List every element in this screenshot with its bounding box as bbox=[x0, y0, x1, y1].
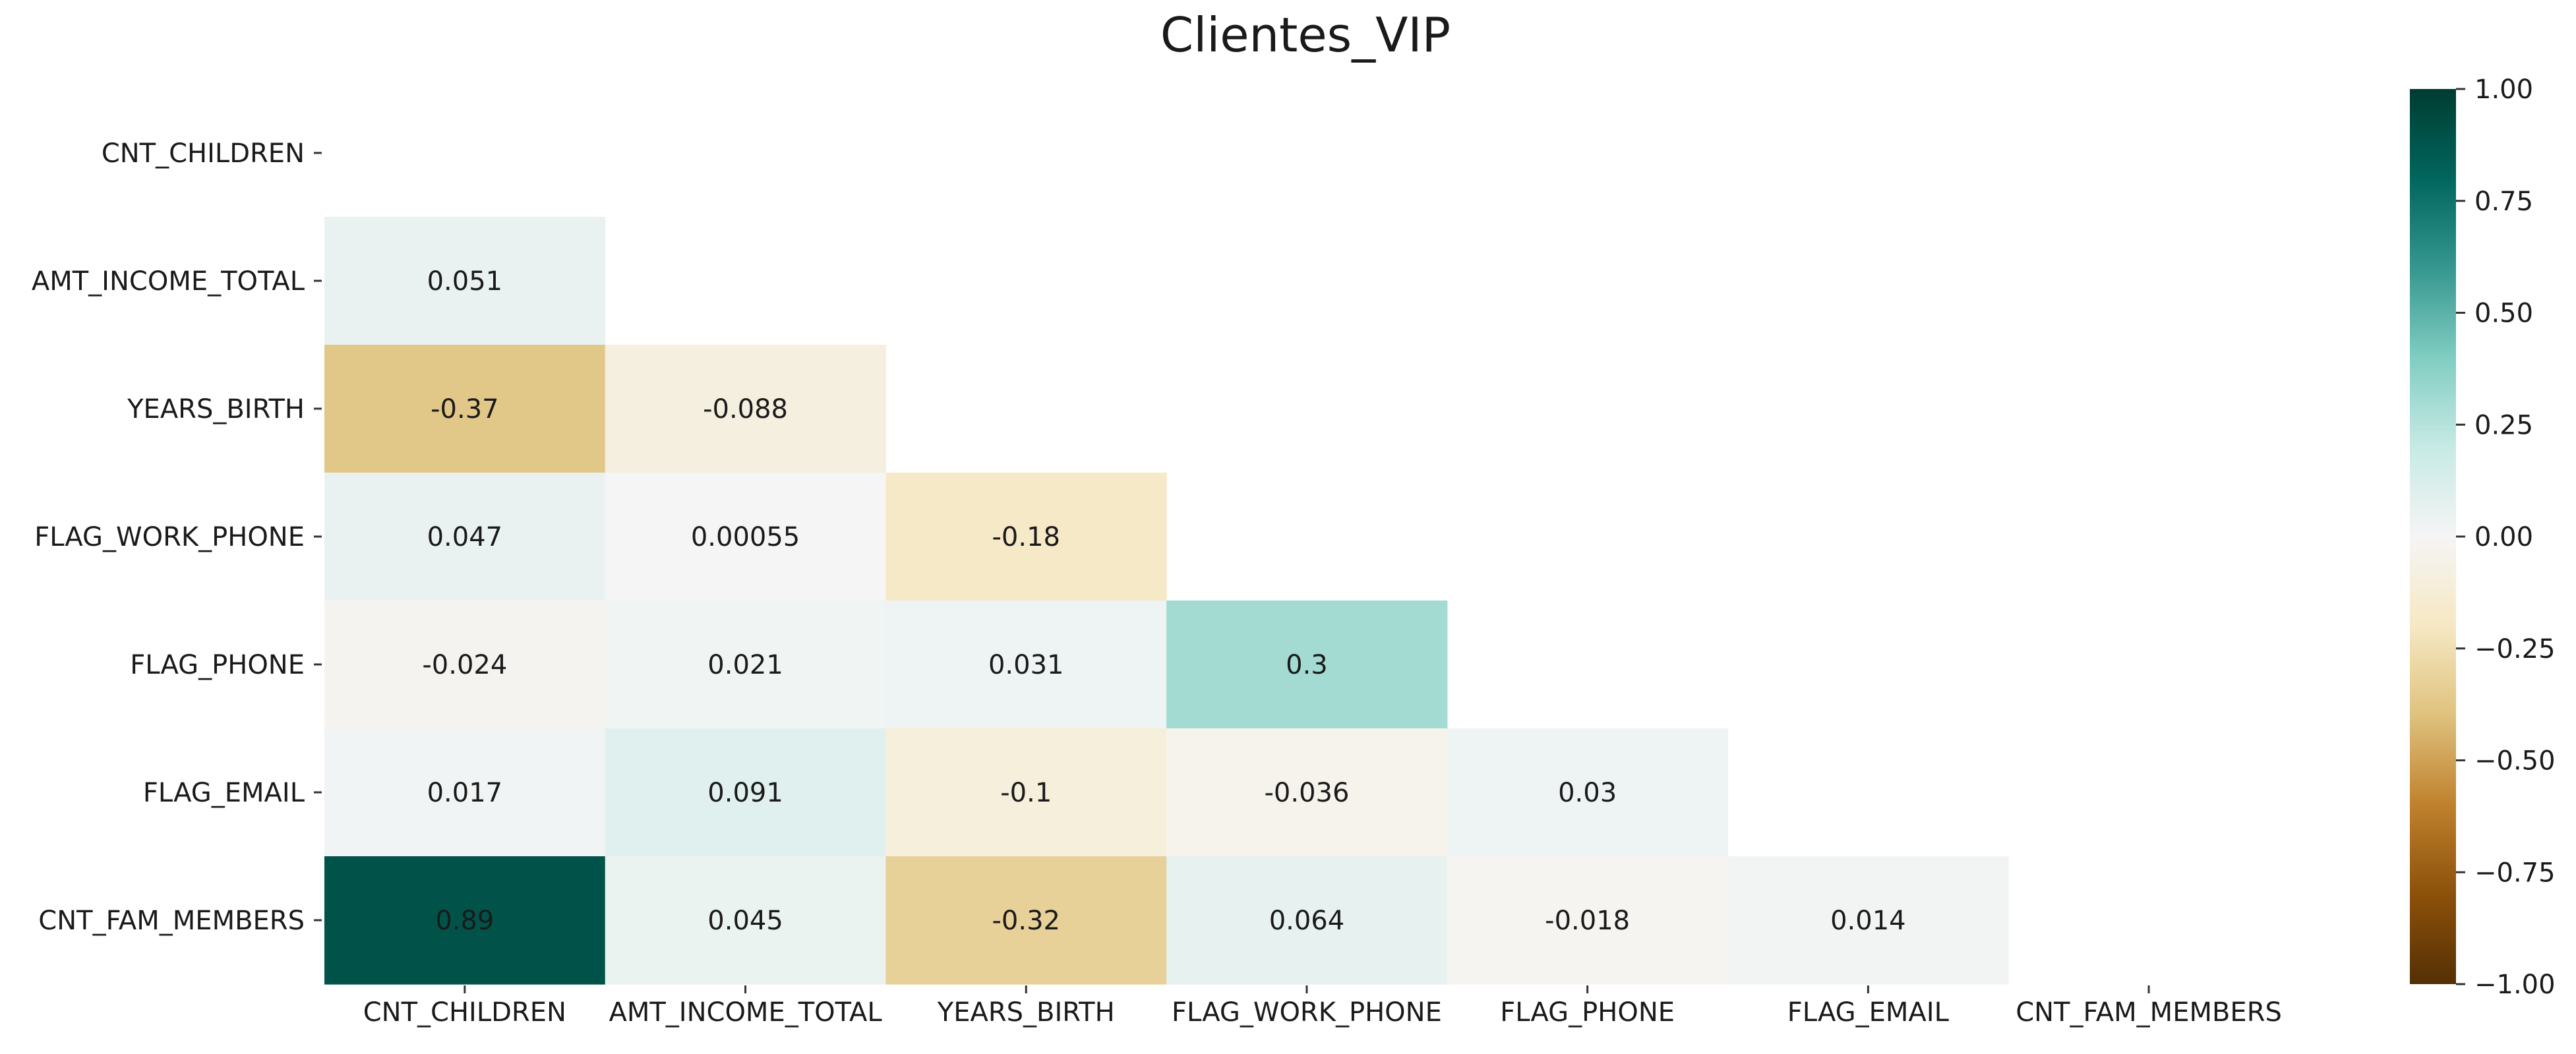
heatmap-cell bbox=[1727, 856, 2009, 985]
y-tick-label: YEARS_BIRTH bbox=[127, 394, 305, 425]
cell-value-label: 0.3 bbox=[1286, 650, 1328, 680]
colorbar-tick-label: −0.50 bbox=[2474, 746, 2556, 776]
cell-value-label: 0.047 bbox=[427, 522, 503, 552]
heatmap-cell bbox=[1166, 856, 1448, 985]
cell-value-label: 0.051 bbox=[427, 266, 503, 297]
cell-value-label: 0.091 bbox=[707, 778, 783, 808]
x-tick-label: YEARS_BIRTH bbox=[937, 997, 1115, 1028]
y-tick-label: AMT_INCOME_TOTAL bbox=[32, 266, 305, 297]
x-axis: CNT_CHILDREN AMT_INCOME_TOTAL YEARS_BIRTH F… bbox=[363, 985, 2282, 1028]
colorbar-tick-label: −0.25 bbox=[2474, 634, 2556, 664]
heatmap-cell bbox=[324, 856, 606, 985]
colorbar-tick-label: −1.00 bbox=[2474, 970, 2556, 1000]
colorbar-tick-label: 0.25 bbox=[2474, 410, 2533, 440]
heatmap-cell bbox=[1447, 728, 1729, 857]
cell-value-label: 0.021 bbox=[707, 650, 783, 680]
heatmap-cell bbox=[885, 473, 1167, 601]
cell-value-label: -0.37 bbox=[431, 394, 499, 425]
cell-value-label: 0.064 bbox=[1269, 906, 1345, 936]
cell-value-label: 0.017 bbox=[427, 778, 503, 808]
x-tick-label: FLAG_EMAIL bbox=[1787, 997, 1950, 1028]
x-tick-label: AMT_INCOME_TOTAL bbox=[609, 997, 882, 1028]
cell-value-label: -0.1 bbox=[1000, 778, 1052, 808]
heatmap-cell bbox=[605, 856, 886, 985]
colorbar-tick-label: −0.75 bbox=[2474, 858, 2556, 888]
heatmap-cell bbox=[324, 728, 606, 857]
heatmap-cell bbox=[324, 473, 606, 601]
colorbar: 1.00 0.75 0.50 0.25 0.00 −0.25 −0.50 −0.75 −1.00 bbox=[2410, 74, 2556, 1000]
x-tick-label: FLAG_PHONE bbox=[1500, 997, 1675, 1028]
colorbar-tick-label: 0.50 bbox=[2474, 299, 2533, 329]
x-tick-label: FLAG_WORK_PHONE bbox=[1172, 997, 1442, 1028]
heatmap-cell bbox=[605, 728, 886, 857]
y-tick-label: CNT_CHILDREN bbox=[102, 138, 305, 169]
heatmap-cell bbox=[605, 600, 886, 729]
heatmap-cell bbox=[1166, 600, 1448, 729]
cell-value-label: -0.32 bbox=[992, 906, 1061, 936]
heatmap-cell bbox=[1166, 728, 1448, 857]
heatmap-cell bbox=[605, 345, 886, 473]
y-tick-label: FLAG_PHONE bbox=[130, 650, 305, 680]
cell-value-label: 0.00055 bbox=[691, 522, 800, 552]
chart-title: Clientes_VIP bbox=[1160, 7, 1451, 63]
heatmap-cell bbox=[324, 217, 606, 345]
colorbar-tick-label: 0.75 bbox=[2474, 187, 2533, 217]
y-tick-label: FLAG_WORK_PHONE bbox=[34, 522, 305, 552]
cell-value-label: -0.036 bbox=[1264, 778, 1349, 808]
colorbar-tick-label: 1.00 bbox=[2474, 74, 2533, 105]
heatmap-cells: 0.051 -0.37 -0.088 0.047 0.00055 -0.18 -0.024 0… bbox=[324, 217, 2009, 985]
colorbar-tick-label: 0.00 bbox=[2474, 522, 2533, 552]
y-tick-label: FLAG_EMAIL bbox=[143, 778, 305, 808]
x-tick-label: CNT_CHILDREN bbox=[363, 997, 566, 1028]
heatmap-cell bbox=[885, 728, 1167, 857]
y-tick-label: CNT_FAM_MEMBERS bbox=[38, 906, 305, 936]
heatmap-cell bbox=[324, 600, 606, 729]
heatmap-cell bbox=[885, 856, 1167, 985]
cell-value-label: 0.03 bbox=[1558, 778, 1617, 808]
heatmap-cell bbox=[324, 345, 606, 473]
cell-value-label: 0.89 bbox=[435, 906, 494, 936]
cell-value-label: -0.024 bbox=[422, 650, 507, 680]
heatmap-cell bbox=[605, 473, 886, 601]
cell-value-label: -0.018 bbox=[1545, 906, 1630, 936]
cell-value-label: -0.18 bbox=[992, 522, 1061, 552]
heatmap-cell bbox=[885, 600, 1167, 729]
heatmap-cell bbox=[1447, 856, 1729, 985]
cell-value-label: 0.014 bbox=[1830, 906, 1906, 936]
cell-value-label: 0.031 bbox=[988, 650, 1064, 680]
cell-value-label: -0.088 bbox=[703, 394, 788, 425]
colorbar-gradient bbox=[2410, 89, 2456, 984]
x-tick-label: CNT_FAM_MEMBERS bbox=[2016, 997, 2282, 1028]
y-axis: CNT_CHILDREN AMT_INCOME_TOTAL YEARS_BIRTH F… bbox=[32, 138, 322, 936]
cell-value-label: 0.045 bbox=[707, 906, 783, 936]
